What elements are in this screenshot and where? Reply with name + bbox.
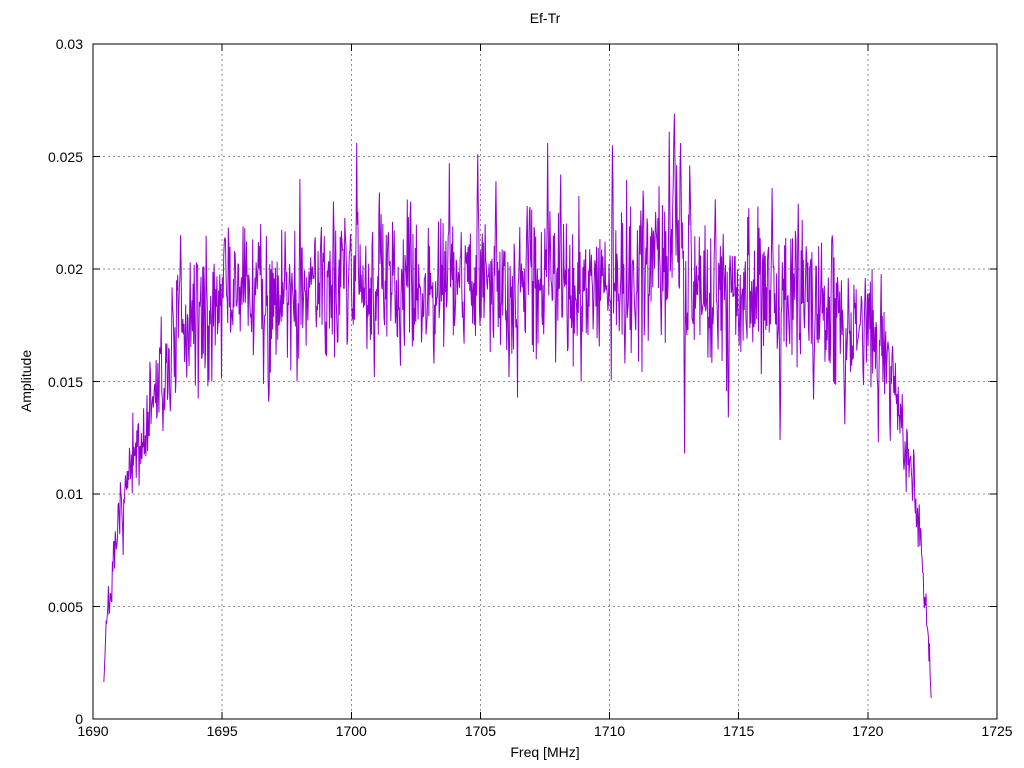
x-tick-label: 1700: [335, 723, 367, 739]
x-tick-label: 1695: [206, 723, 238, 739]
x-tick-label: 1715: [723, 723, 755, 739]
x-axis-label: Freq [MHz]: [510, 744, 580, 760]
y-tick-label: 0: [75, 711, 83, 727]
y-tick-label: 0.025: [47, 148, 83, 165]
x-tick-label: 1720: [852, 723, 884, 739]
y-tick-label: 0.01: [55, 486, 83, 502]
y-tick-label: 0.03: [55, 36, 83, 52]
y-tick-label: 0.015: [47, 373, 83, 390]
y-tick-label: 0.005: [47, 598, 83, 615]
x-tick-label: 1690: [77, 723, 109, 739]
x-tick-label: 1710: [593, 723, 626, 739]
data-trace: [103, 113, 932, 699]
x-tick-label: 1725: [981, 723, 1013, 739]
y-tick-label: 0.02: [55, 261, 83, 277]
x-tick-label: 1705: [464, 723, 496, 739]
chart-title: Ef-Tr: [529, 10, 561, 26]
